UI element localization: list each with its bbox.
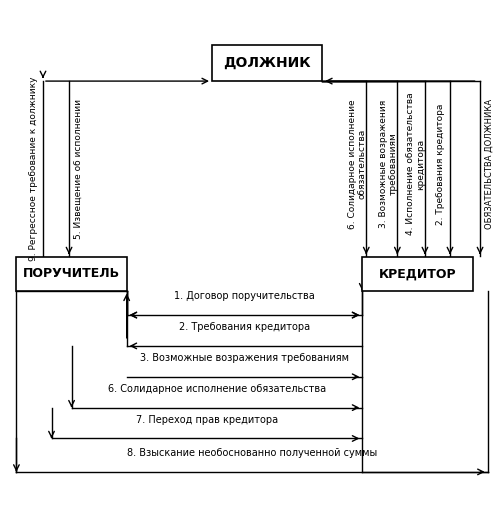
Text: ДОЛЖНИК: ДОЛЖНИК — [223, 56, 311, 70]
FancyBboxPatch shape — [362, 257, 473, 291]
Text: 3. Возможные возражения
требованиям: 3. Возможные возражения требованиям — [379, 100, 398, 228]
Text: 1. Договор поручительства: 1. Договор поручительства — [174, 291, 315, 301]
FancyBboxPatch shape — [17, 257, 127, 291]
Text: 6. Солидарное исполнение
обязательства: 6. Солидарное исполнение обязательства — [348, 99, 367, 229]
Text: 5. Извещение об исполнении: 5. Извещение об исполнении — [74, 99, 83, 239]
Text: 9. Регрессное требование к должнику: 9. Регрессное требование к должнику — [29, 77, 38, 262]
Text: 6. Солидарное исполнение обязательства: 6. Солидарное исполнение обязательства — [108, 384, 326, 394]
Text: 8. Взыскание необоснованно полученной суммы: 8. Взыскание необоснованно полученной су… — [127, 448, 377, 458]
FancyBboxPatch shape — [212, 45, 322, 81]
Text: 7. Переход прав кредитора: 7. Переход прав кредитора — [136, 415, 278, 424]
Text: 3. Возможные возражения требованиям: 3. Возможные возражения требованиям — [140, 353, 349, 363]
Text: 4. Исполнение обязательства
кредитора: 4. Исполнение обязательства кредитора — [406, 93, 425, 235]
Text: 2. Требования кредитора: 2. Требования кредитора — [179, 322, 310, 332]
Text: ОБЯЗАТЕЛЬСТВА ДОЛЖНИКА: ОБЯЗАТЕЛЬСТВА ДОЛЖНИКА — [484, 99, 493, 229]
Text: ПОРУЧИТЕЛЬ: ПОРУЧИТЕЛЬ — [23, 267, 120, 280]
Text: 2. Требования кредитора: 2. Требования кредитора — [436, 103, 446, 225]
Text: КРЕДИТОР: КРЕДИТОР — [379, 267, 456, 280]
